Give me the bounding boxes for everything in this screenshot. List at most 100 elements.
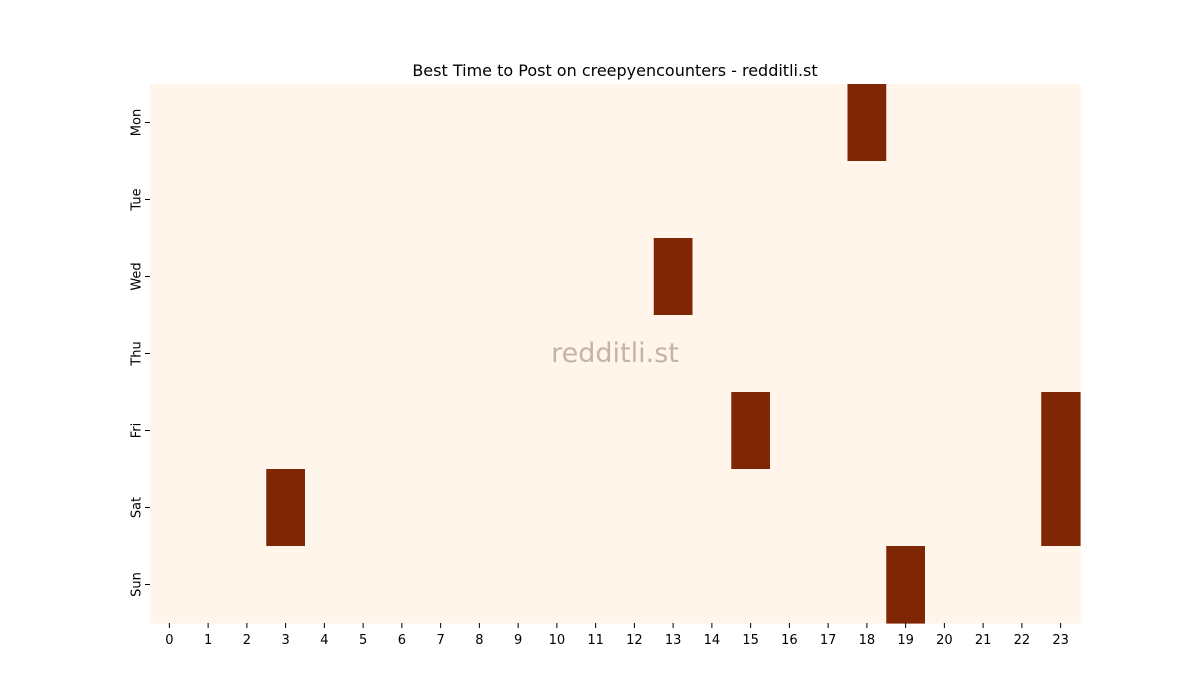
heatmap-cell-thu-23: [1041, 315, 1081, 393]
heatmap-cell-thu-21: [963, 315, 1004, 393]
heatmap-cell-fri-15: [731, 392, 771, 470]
heatmap-cell-fri-0: [150, 392, 190, 470]
heatmap-cell-wed-7: [421, 238, 461, 316]
heatmap-cell-mon-19: [886, 84, 926, 162]
heatmap-cell-thu-4: [305, 315, 345, 393]
heatmap-cell-tue-10: [537, 161, 577, 239]
heatmap-cell-sat-16: [770, 469, 810, 547]
heatmap-cell-wed-19: [886, 238, 926, 316]
heatmap-cell-fri-8: [460, 392, 500, 470]
heatmap-cell-mon-7: [421, 84, 461, 162]
heatmap-cell-mon-13: [653, 84, 694, 162]
heatmap-cell-fri-3: [266, 392, 306, 470]
heatmap-cell-sat-7: [421, 469, 461, 547]
heatmap-cell-tue-6: [382, 161, 422, 239]
heatmap-cell-tue-19: [886, 161, 926, 239]
heatmap-cell-fri-1: [188, 392, 229, 470]
heatmap-cell-sun-19: [886, 546, 926, 624]
heatmap-cell-sat-6: [382, 469, 422, 547]
heatmap-cell-mon-23: [1041, 84, 1081, 162]
heatmap-cell-wed-11: [576, 238, 616, 316]
heatmap-cell-thu-0: [150, 315, 190, 393]
x-tick-label-7: 7: [436, 633, 444, 648]
heatmap-cell-tue-9: [498, 161, 539, 239]
x-tick-label-12: 12: [626, 633, 643, 648]
heatmap-cell-tue-0: [150, 161, 190, 239]
heatmap-cell-wed-13: [653, 238, 694, 316]
heatmap-cell-fri-5: [343, 392, 384, 470]
heatmap-cell-thu-8: [460, 315, 500, 393]
heatmap-cell-sun-7: [421, 546, 461, 624]
y-tick-label-sat: Sat: [130, 497, 145, 518]
x-tick-label-13: 13: [665, 633, 682, 648]
heatmap-cell-wed-10: [537, 238, 577, 316]
x-tick-label-0: 0: [165, 633, 173, 648]
heatmap-cell-mon-20: [925, 84, 965, 162]
x-tick-label-1: 1: [204, 633, 212, 648]
heatmap-cell-wed-0: [150, 238, 190, 316]
heatmap-cell-thu-6: [382, 315, 422, 393]
heatmap-cell-sun-4: [305, 546, 345, 624]
heatmap-cell-tue-18: [847, 161, 887, 239]
heatmap-cell-wed-20: [925, 238, 965, 316]
heatmap-cell-wed-4: [305, 238, 345, 316]
y-axis: Mon Tue Wed Thu Fri Sat Sun: [130, 109, 150, 597]
watermark: redditli.st: [551, 338, 679, 369]
heatmap-cell-tue-5: [343, 161, 384, 239]
heatmap-cell-mon-21: [963, 84, 1004, 162]
heatmap-cell-fri-20: [925, 392, 965, 470]
x-tick-label-5: 5: [359, 633, 367, 648]
heatmap-cell-sun-6: [382, 546, 422, 624]
heatmap-cell-sat-5: [343, 469, 384, 547]
heatmap-cell-sun-10: [537, 546, 577, 624]
x-tick-label-21: 21: [975, 633, 992, 648]
x-tick-label-2: 2: [243, 633, 251, 648]
heatmap-cell-fri-18: [847, 392, 887, 470]
heatmap-cell-sat-9: [498, 469, 539, 547]
heatmap-cell-thu-19: [886, 315, 926, 393]
heatmap-cell-fri-16: [770, 392, 810, 470]
heatmap-cell-sat-8: [460, 469, 500, 547]
heatmap-cell-mon-8: [460, 84, 500, 162]
x-tick-label-9: 9: [514, 633, 522, 648]
x-tick-label-23: 23: [1052, 633, 1069, 648]
x-tick-label-22: 22: [1014, 633, 1031, 648]
heatmap-cell-fri-6: [382, 392, 422, 470]
heatmap-cell-sat-10: [537, 469, 577, 547]
heatmap-cell-wed-18: [847, 238, 887, 316]
y-tick-label-tue: Tue: [130, 188, 145, 211]
heatmap-cell-fri-2: [227, 392, 267, 470]
heatmap-cell-mon-9: [498, 84, 539, 162]
heatmap-cell-sat-12: [615, 469, 655, 547]
heatmap-cell-thu-9: [498, 315, 539, 393]
heatmap-cell-wed-5: [343, 238, 384, 316]
heatmap-cell-sat-14: [692, 469, 732, 547]
heatmap-cell-tue-20: [925, 161, 965, 239]
heatmap-cell-mon-4: [305, 84, 345, 162]
heatmap-cell-sat-18: [847, 469, 887, 547]
heatmap-cell-tue-23: [1041, 161, 1081, 239]
heatmap-cell-mon-17: [808, 84, 849, 162]
x-tick-label-19: 19: [897, 633, 914, 648]
heatmap-cell-wed-15: [731, 238, 771, 316]
heatmap-cell-sat-0: [150, 469, 190, 547]
heatmap-cell-sat-2: [227, 469, 267, 547]
heatmap-cell-thu-16: [770, 315, 810, 393]
heatmap-cell-tue-1: [188, 161, 229, 239]
heatmap-cell-sun-2: [227, 546, 267, 624]
heatmap-cell-tue-4: [305, 161, 345, 239]
heatmap-cell-sun-8: [460, 546, 500, 624]
heatmap-cell-tue-14: [692, 161, 732, 239]
heatmap-cell-wed-6: [382, 238, 422, 316]
heatmap-cell-thu-12: [615, 315, 655, 393]
heatmap-cell-fri-9: [498, 392, 539, 470]
heatmap-cell-sun-18: [847, 546, 887, 624]
heatmap-cell-fri-19: [886, 392, 926, 470]
heatmap-cell-thu-7: [421, 315, 461, 393]
x-tick-label-10: 10: [549, 633, 566, 648]
heatmap-cell-mon-3: [266, 84, 306, 162]
heatmap-cell-wed-1: [188, 238, 229, 316]
heatmap-cell-thu-20: [925, 315, 965, 393]
heatmap-cell-mon-14: [692, 84, 732, 162]
